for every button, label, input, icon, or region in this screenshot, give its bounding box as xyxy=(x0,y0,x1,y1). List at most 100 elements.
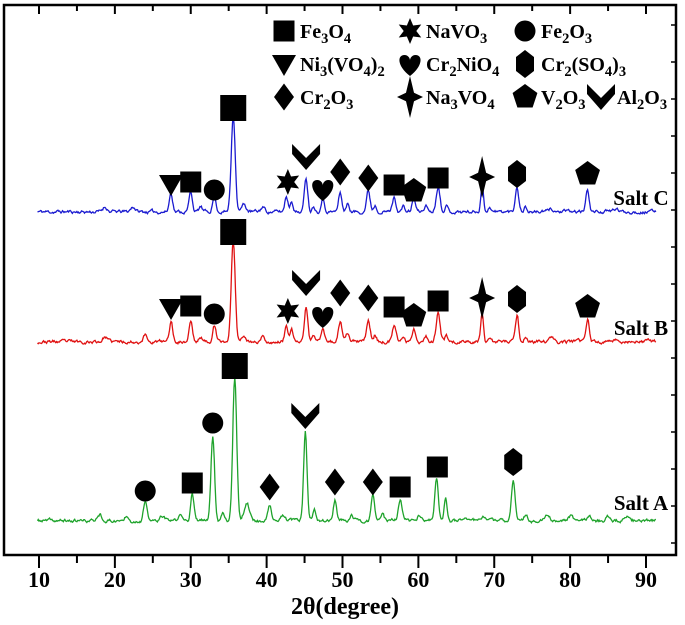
marker-star6 xyxy=(276,169,300,195)
marker-square xyxy=(273,20,295,42)
formula-segment: Al xyxy=(617,87,637,109)
marker-chevron xyxy=(292,270,321,296)
trace-salt-c xyxy=(37,115,657,216)
diamond-icon xyxy=(259,473,280,501)
triangle-down-icon xyxy=(159,299,184,320)
formula-segment: O xyxy=(569,21,585,43)
formula-segment: O xyxy=(328,21,344,43)
formula-segment: Na xyxy=(426,87,450,109)
formula-segment: Fe xyxy=(541,21,562,43)
marker-circle xyxy=(514,20,536,42)
hexagon-icon xyxy=(504,448,523,476)
marker-circle xyxy=(203,179,225,201)
legend-label-Cr2SO43: Cr2​(SO4​)3​ xyxy=(541,54,626,80)
formula-segment: Cr xyxy=(300,87,323,109)
triangle-down-icon xyxy=(159,175,184,196)
formula-segment: NiO xyxy=(457,54,493,76)
subscript: 3 xyxy=(346,97,353,113)
marker-square xyxy=(426,456,448,478)
marker-chevron xyxy=(291,403,320,429)
x-axis-tick-label: 70 xyxy=(483,567,505,592)
legend-label-Ni3VO42: Ni3​(VO4​)2​ xyxy=(300,54,385,80)
square-icon xyxy=(383,174,405,196)
formula-segment: (SO xyxy=(572,54,605,76)
star6-icon xyxy=(276,298,300,324)
series-label-salt-a: Salt A xyxy=(614,491,669,515)
plot-frame xyxy=(2,3,678,557)
marker-hexagon xyxy=(516,50,534,78)
marker-heart xyxy=(312,180,334,201)
marker-hexagon xyxy=(508,285,527,313)
marker-pentagon xyxy=(575,161,600,185)
pentagon-icon xyxy=(575,294,600,318)
marker-square xyxy=(180,171,202,193)
subscript: 4 xyxy=(492,64,499,80)
star6-icon xyxy=(276,169,300,195)
marker-star4 xyxy=(397,76,423,118)
marker-diamond xyxy=(358,284,379,312)
diamond-icon xyxy=(330,279,351,307)
x-axis-tick-label: 10 xyxy=(28,567,50,592)
formula-segment: ) xyxy=(612,54,619,76)
subscript: 3 xyxy=(320,64,327,80)
x-axis-tick-label: 50 xyxy=(332,567,354,592)
legend-label-Cr2NiO4: Cr2​NiO4​ xyxy=(426,54,499,80)
subscript: 2 xyxy=(323,97,330,113)
formula-segment: Ni xyxy=(300,54,320,76)
square-big-icon xyxy=(220,219,247,245)
marker-pentagon xyxy=(401,178,427,202)
circle-icon xyxy=(134,480,156,502)
marker-heart xyxy=(399,55,421,76)
circle-icon xyxy=(203,179,225,201)
diamond-icon xyxy=(274,83,294,111)
diamond-icon xyxy=(362,468,383,496)
marker-square-big xyxy=(220,95,247,121)
subscript: 2 xyxy=(377,64,384,80)
pentagon-icon xyxy=(401,303,427,327)
marker-diamond xyxy=(324,468,345,496)
series-label-salt-c: Salt C xyxy=(613,186,668,210)
square-big-icon xyxy=(221,353,248,379)
marker-pentagon xyxy=(575,294,600,318)
legend-label-Na3VO4: Na3​VO4​ xyxy=(426,87,495,113)
hexagon-icon xyxy=(508,160,527,188)
circle-icon xyxy=(202,412,224,434)
heart-icon xyxy=(399,55,421,76)
marker-diamond xyxy=(362,468,383,496)
marker-star6 xyxy=(276,298,300,324)
marker-triangle-down xyxy=(159,175,184,196)
square-icon xyxy=(273,20,295,42)
hexagon-icon xyxy=(508,285,527,313)
square-icon xyxy=(181,472,203,494)
square-icon xyxy=(180,295,202,317)
x-axis-tick-label: 60 xyxy=(407,567,429,592)
diamond-icon xyxy=(330,158,351,186)
marker-heart xyxy=(312,307,334,328)
formula-segment: (VO xyxy=(327,54,363,76)
legend-label-Cr2O3: Cr2​O3​ xyxy=(300,87,353,113)
x-axis-title: 2θ(degree) xyxy=(291,594,399,620)
square-icon xyxy=(180,171,202,193)
chevron-icon xyxy=(292,144,321,170)
triangle-down-icon xyxy=(272,55,296,76)
formula-segment: O xyxy=(331,87,347,109)
circle-icon xyxy=(203,303,225,325)
subscript: 2 xyxy=(564,64,571,80)
x-axis-tick-label: 20 xyxy=(104,567,126,592)
marker-square xyxy=(181,472,203,494)
diamond-icon xyxy=(324,468,345,496)
heart-icon xyxy=(312,307,334,328)
marker-chevron xyxy=(587,84,615,110)
marker-diamond xyxy=(330,279,351,307)
heart-icon xyxy=(312,180,334,201)
pentagon-icon xyxy=(512,84,538,108)
trace-salt-a xyxy=(36,377,657,525)
subscript: 3 xyxy=(578,97,585,113)
legend-label-NaVO3: NaVO3​ xyxy=(426,21,487,47)
square-big-icon xyxy=(220,95,247,121)
formula-segment: O xyxy=(644,87,660,109)
subscript: 3 xyxy=(660,97,667,113)
marker-square xyxy=(383,174,405,196)
